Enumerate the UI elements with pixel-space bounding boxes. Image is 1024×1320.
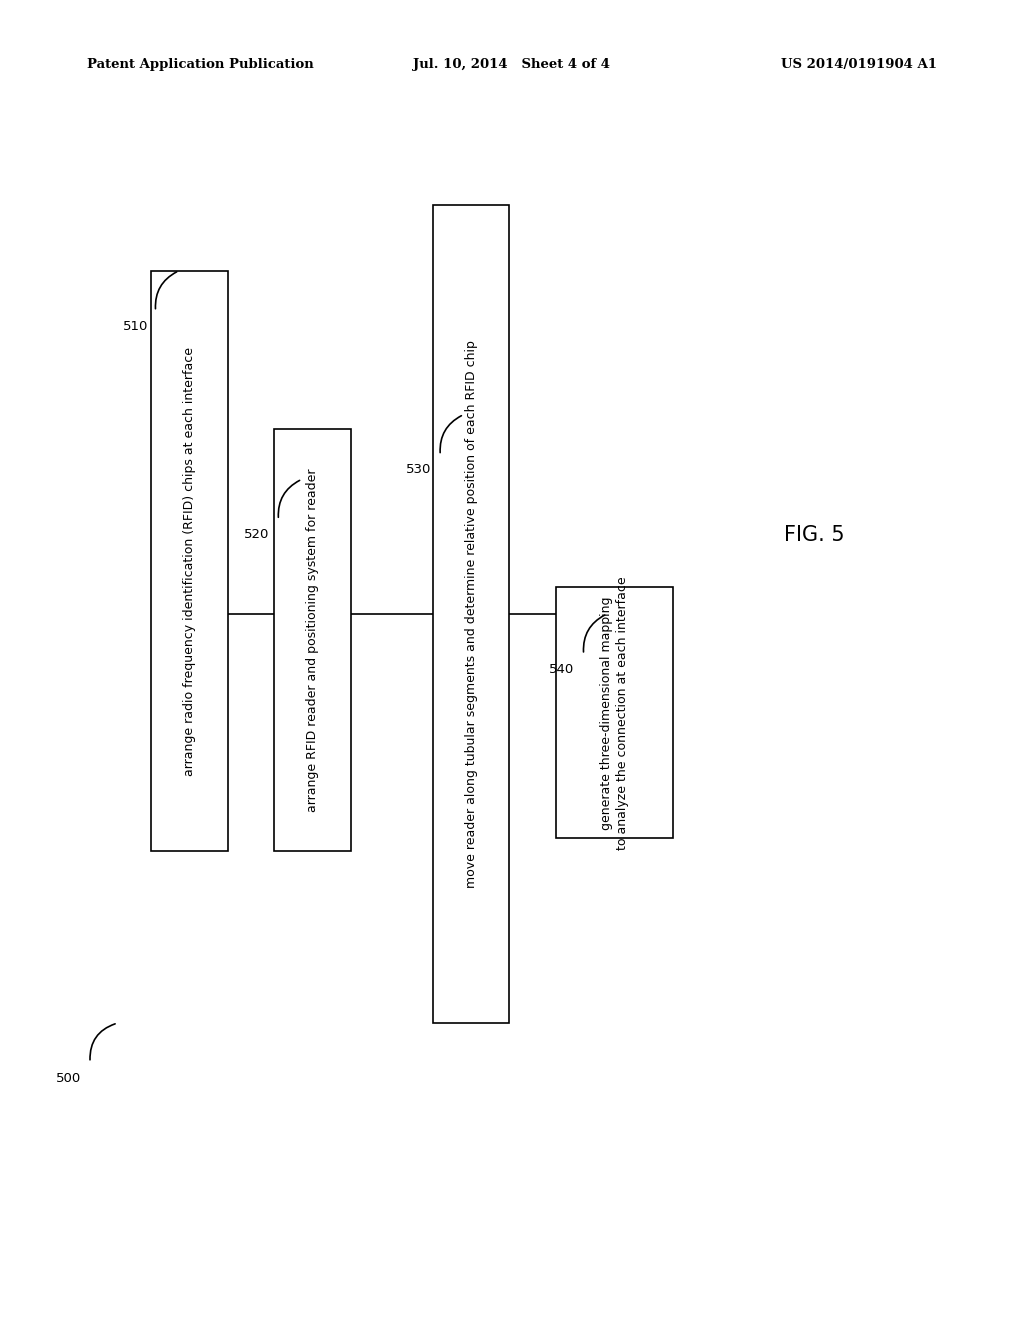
Bar: [555, 587, 674, 838]
Text: generate three-dimensional mapping
to analyze the connection at each interface: generate three-dimensional mapping to an…: [600, 576, 629, 850]
Text: 540: 540: [549, 663, 574, 676]
Text: 520: 520: [244, 528, 269, 541]
Text: FIG. 5: FIG. 5: [783, 524, 845, 545]
Bar: [152, 271, 227, 851]
Text: US 2014/0191904 A1: US 2014/0191904 A1: [781, 58, 937, 71]
Text: 530: 530: [406, 463, 431, 477]
Text: arrange RFID reader and positioning system for reader: arrange RFID reader and positioning syst…: [306, 469, 318, 812]
Text: arrange radio frequency identification (RFID) chips at each interface: arrange radio frequency identification (…: [183, 347, 196, 776]
Bar: [274, 429, 350, 851]
Text: 500: 500: [56, 1072, 82, 1085]
Text: Patent Application Publication: Patent Application Publication: [87, 58, 313, 71]
Text: Jul. 10, 2014   Sheet 4 of 4: Jul. 10, 2014 Sheet 4 of 4: [414, 58, 610, 71]
Bar: [433, 205, 510, 1023]
Text: 510: 510: [123, 319, 148, 333]
Text: move reader along tubular segments and determine relative position of each RFID : move reader along tubular segments and d…: [465, 339, 477, 888]
